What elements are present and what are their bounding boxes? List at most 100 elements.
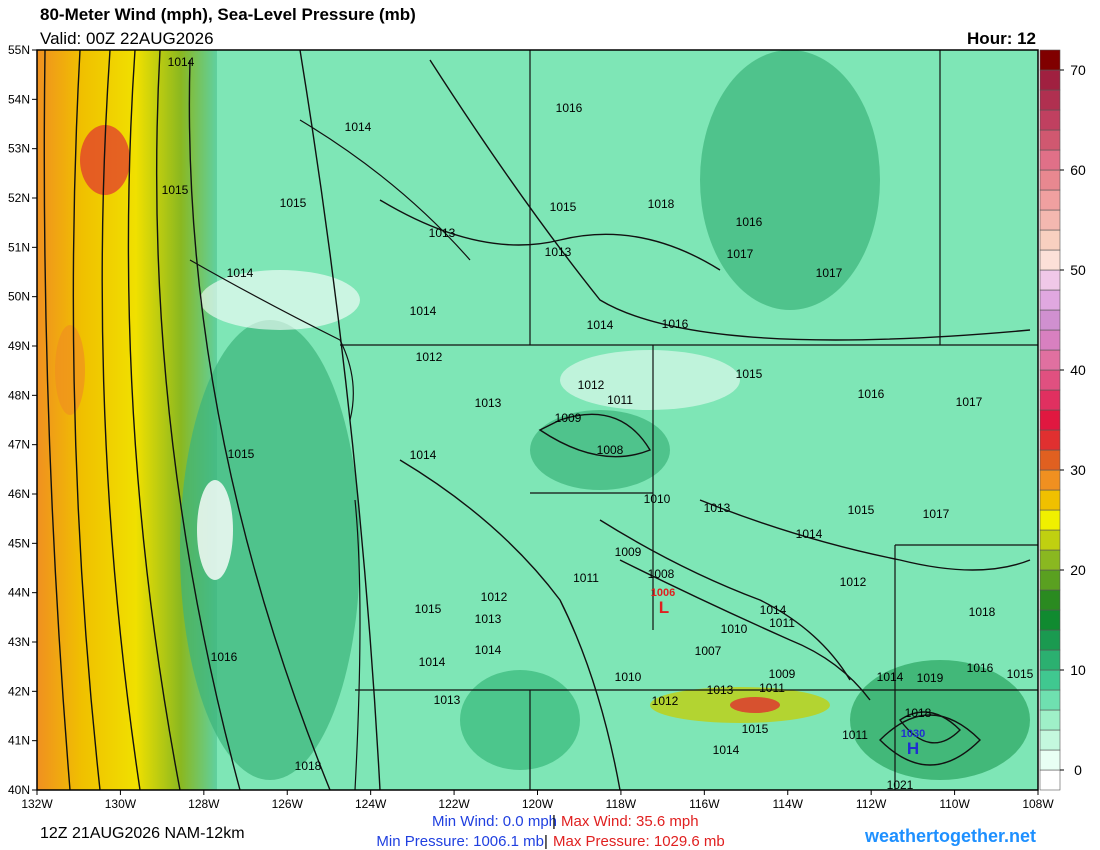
lon-label: 124W bbox=[355, 797, 387, 811]
isobar-label: 1016 bbox=[556, 101, 583, 115]
colorbar-box bbox=[1039, 249, 1061, 271]
isobar-label: 1015 bbox=[1007, 667, 1034, 681]
colorbar-label: 60 bbox=[1070, 162, 1086, 178]
lat-label: 51N bbox=[8, 240, 30, 254]
isobar-label: 1014 bbox=[410, 448, 437, 462]
colorbar-label: 20 bbox=[1070, 562, 1086, 578]
lon-label: 120W bbox=[522, 797, 554, 811]
lon-label: 130W bbox=[105, 797, 137, 811]
wind-area bbox=[180, 320, 360, 780]
isobar-label: 1014 bbox=[419, 655, 446, 669]
high-pressure-symbol: H bbox=[907, 739, 919, 758]
calm-area bbox=[200, 270, 360, 330]
lat-label: 40N bbox=[8, 783, 30, 797]
lat-label: 48N bbox=[8, 388, 30, 402]
isobar-label: 1018 bbox=[648, 197, 675, 211]
isobar-label: 1013 bbox=[429, 226, 456, 240]
isobar-label: 1016 bbox=[858, 387, 885, 401]
isobar-label: 1009 bbox=[615, 545, 642, 559]
colorbar-box bbox=[1039, 569, 1061, 591]
isobar-label: 1017 bbox=[923, 507, 950, 521]
isobar-label: 1013 bbox=[434, 693, 461, 707]
isobar-label: 1013 bbox=[475, 612, 502, 626]
isobar-label: 1017 bbox=[727, 247, 754, 261]
isobar-label: 1013 bbox=[704, 501, 731, 515]
colorbar-box bbox=[1039, 609, 1061, 631]
isobar-label: 1016 bbox=[736, 215, 763, 229]
colorbar-box bbox=[1039, 549, 1061, 571]
isobar-label: 1015 bbox=[742, 722, 769, 736]
colorbar-box bbox=[1039, 49, 1061, 71]
lat-label: 52N bbox=[8, 191, 30, 205]
colorbar-box bbox=[1039, 449, 1061, 471]
low-pressure-symbol: L bbox=[659, 598, 669, 617]
colorbar-box bbox=[1039, 729, 1061, 751]
isobar-label: 1013 bbox=[475, 396, 502, 410]
isobar-label: 1018 bbox=[295, 759, 322, 773]
isobar-label: 1014 bbox=[410, 304, 437, 318]
isobar-label: 1021 bbox=[887, 778, 914, 792]
isobar-label: 1011 bbox=[759, 681, 785, 695]
lat-label: 44N bbox=[8, 586, 30, 600]
separator: | bbox=[552, 813, 556, 830]
colorbar-box bbox=[1039, 129, 1061, 151]
isobar-label: 1015 bbox=[162, 183, 189, 197]
min-pressure: Min Pressure: 1006.1 mb bbox=[376, 833, 544, 850]
isobar-label: 1018 bbox=[969, 605, 996, 619]
isobar-label: 1014 bbox=[168, 55, 195, 69]
colorbar-box bbox=[1039, 209, 1061, 231]
colorbar-box bbox=[1039, 649, 1061, 671]
colorbar-box bbox=[1039, 389, 1061, 411]
isobar-label: 1009 bbox=[555, 411, 582, 425]
isobar-label: 1013 bbox=[707, 683, 734, 697]
isobar-label: 1012 bbox=[481, 590, 508, 604]
isobar-label: 1016 bbox=[662, 317, 689, 331]
max-wind: Max Wind: 35.6 mph bbox=[561, 813, 699, 830]
colorbar-label: 40 bbox=[1070, 362, 1086, 378]
colorbar-box bbox=[1039, 369, 1061, 391]
isobar-label: 1014 bbox=[760, 603, 787, 617]
lat-label: 54N bbox=[8, 92, 30, 106]
wind-area bbox=[460, 670, 580, 770]
isobar-label: 1014 bbox=[796, 527, 823, 541]
colorbar-box bbox=[1039, 749, 1061, 771]
colorbar-label: 10 bbox=[1070, 662, 1086, 678]
calm-area bbox=[197, 480, 233, 580]
colorbar-box bbox=[1039, 309, 1061, 331]
map-area bbox=[37, 50, 1038, 790]
isobar-label: 1010 bbox=[721, 622, 748, 636]
wind-area bbox=[530, 410, 670, 490]
title: 80-Meter Wind (mph), Sea-Level Pressure … bbox=[40, 5, 416, 24]
lon-label: 116W bbox=[689, 797, 720, 811]
isobar-label: 1011 bbox=[607, 393, 633, 407]
colorbar-box bbox=[1039, 489, 1061, 511]
low-pressure-value: 1006 bbox=[651, 587, 675, 599]
lat-label: 55N bbox=[8, 43, 30, 57]
lon-label: 126W bbox=[272, 797, 304, 811]
wind-max bbox=[55, 325, 85, 415]
lat-label: 50N bbox=[8, 290, 30, 304]
lon-label: 108W bbox=[1022, 797, 1054, 811]
lat-label: 43N bbox=[8, 635, 30, 649]
isobar-label: 1016 bbox=[211, 650, 238, 664]
isobar-label: 1015 bbox=[848, 503, 875, 517]
colorbar-box bbox=[1039, 769, 1061, 791]
model-run: 12Z 21AUG2026 NAM-12km bbox=[40, 825, 245, 842]
isobar-label: 1015 bbox=[550, 200, 577, 214]
isobar-label: 1011 bbox=[842, 728, 868, 742]
colorbar-box bbox=[1039, 189, 1061, 211]
colorbar-box bbox=[1039, 669, 1061, 691]
colorbar-box bbox=[1039, 409, 1061, 431]
min-wind: Min Wind: 0.0 mph bbox=[432, 813, 557, 830]
forecast-hour: Hour: 12 bbox=[967, 29, 1036, 48]
isobar-label: 1008 bbox=[648, 567, 675, 581]
isobar-label: 1010 bbox=[644, 492, 671, 506]
isobar-label: 1015 bbox=[736, 367, 763, 381]
isobar-label: 1015 bbox=[228, 447, 255, 461]
isobar-label: 1014 bbox=[713, 743, 740, 757]
colorbar-box bbox=[1039, 69, 1061, 91]
site-credit: weathertogether.net bbox=[864, 826, 1036, 846]
lon-label: 128W bbox=[188, 797, 220, 811]
